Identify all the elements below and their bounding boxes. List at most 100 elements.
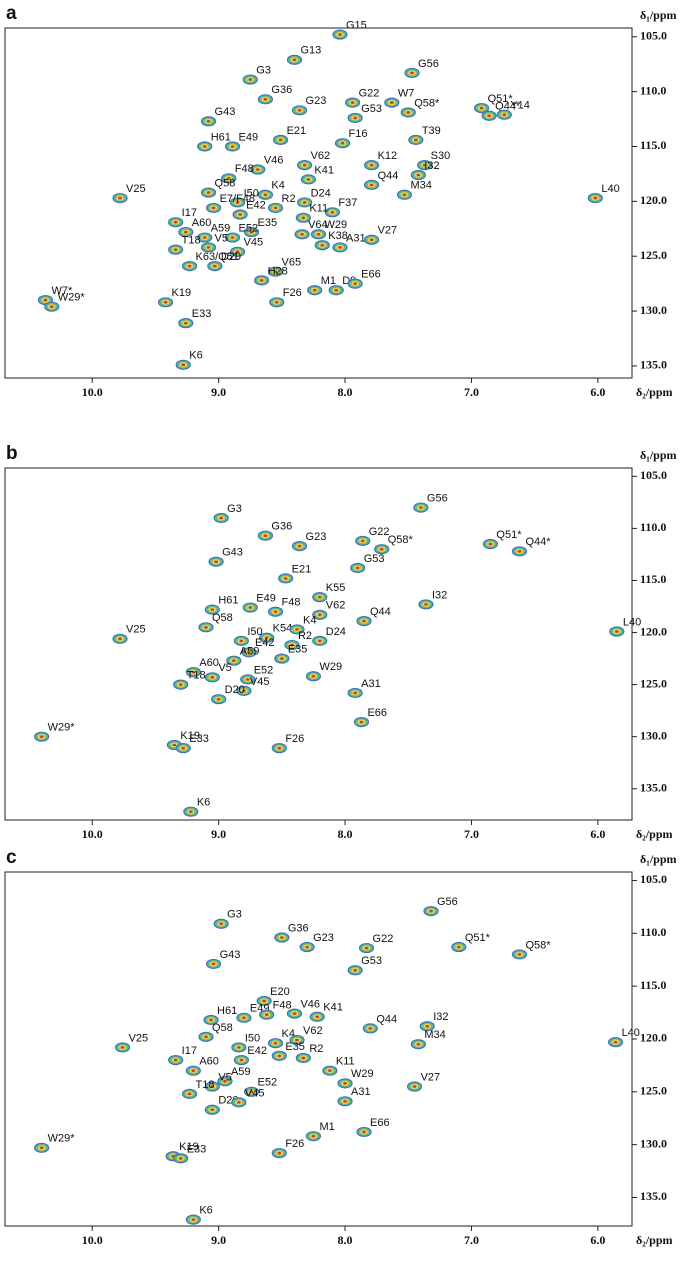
peak-label: Q58 xyxy=(212,1022,233,1034)
peak xyxy=(410,1039,426,1050)
peak xyxy=(481,110,497,121)
peak xyxy=(204,604,220,615)
peak-label: G23 xyxy=(306,95,327,107)
peak xyxy=(294,229,310,240)
peak xyxy=(221,173,237,184)
peak-core xyxy=(277,1151,282,1155)
peak-label: V5 xyxy=(215,232,228,244)
peak-label: V25 xyxy=(129,1032,149,1044)
peak-label: T18 xyxy=(187,670,206,682)
peak xyxy=(224,141,241,152)
peak-core xyxy=(330,211,335,214)
peak-label: V46 xyxy=(264,154,284,166)
x-tick-label: 6.0 xyxy=(590,827,605,841)
peak-core xyxy=(424,603,428,606)
peak xyxy=(286,1008,303,1019)
y-tick-label: 115.0 xyxy=(640,138,666,152)
x-tick-label: 7.0 xyxy=(464,385,479,399)
y-tick-label: 130.0 xyxy=(640,728,667,742)
peak-label: M1 xyxy=(321,275,336,287)
peak xyxy=(353,717,370,728)
peak-label: S30 xyxy=(431,150,451,162)
peak xyxy=(173,1153,189,1164)
peak-label: E33 xyxy=(192,308,212,320)
peak-label: E66 xyxy=(361,269,381,281)
peak-label: I32 xyxy=(432,589,447,601)
peak xyxy=(112,633,128,644)
peak-label: G53 xyxy=(361,103,382,115)
peak-core xyxy=(302,163,307,167)
peak xyxy=(419,1021,435,1032)
peak-label: V64 xyxy=(308,219,328,231)
peak-core xyxy=(350,101,355,104)
peak-core xyxy=(295,628,299,631)
peak-label: E66 xyxy=(367,707,387,719)
peak xyxy=(328,285,344,296)
peak xyxy=(310,229,327,240)
peak xyxy=(213,512,229,524)
peak-core xyxy=(615,630,619,633)
peak xyxy=(269,297,285,308)
peak-core xyxy=(181,746,186,750)
peak xyxy=(243,226,260,238)
peak-label: W29 xyxy=(351,1068,374,1080)
peak-label: I32 xyxy=(433,1011,448,1023)
peak-label: M1 xyxy=(319,1121,334,1133)
y-tick-label: 135.0 xyxy=(640,1189,667,1203)
peak-core xyxy=(256,168,260,171)
peak-label: I50 xyxy=(247,626,262,638)
peak-label: K63/Q51 xyxy=(196,251,239,263)
peak xyxy=(408,134,424,146)
peak-core xyxy=(487,114,491,118)
x-tick-label: 10.0 xyxy=(82,827,103,841)
peak-label: V45 xyxy=(250,676,270,688)
y-tick-label: 110.0 xyxy=(640,520,666,534)
peak xyxy=(410,169,426,181)
peak-core xyxy=(301,216,306,220)
x-axis-label: δ₂/ppm xyxy=(636,827,673,841)
peak-core xyxy=(422,163,427,167)
peak-core xyxy=(49,305,54,308)
peak xyxy=(271,1050,287,1061)
peak xyxy=(324,207,341,218)
peak-core xyxy=(248,78,253,81)
peak xyxy=(256,995,272,1007)
peak-label: E52 xyxy=(254,664,274,676)
peak-core xyxy=(292,58,297,62)
peak-label: G56 xyxy=(427,492,448,504)
peak-label: E42 xyxy=(255,637,275,649)
peak xyxy=(406,1081,423,1092)
peak-core xyxy=(273,206,278,210)
peak-core xyxy=(211,206,216,210)
peak-core xyxy=(613,1040,618,1044)
peak-label: F48 xyxy=(235,163,254,175)
peak-core xyxy=(416,1042,421,1046)
peak-core xyxy=(202,145,207,148)
peak xyxy=(233,635,249,646)
peak-core xyxy=(210,1085,215,1088)
x-tick-label: 7.0 xyxy=(464,1233,479,1247)
peak xyxy=(295,1052,311,1064)
peak-label: E52 xyxy=(258,1077,278,1089)
peak xyxy=(300,174,316,185)
peak xyxy=(241,647,257,658)
y-tick-label: 115.0 xyxy=(640,978,666,992)
peak-label: K11 xyxy=(336,1056,355,1068)
peak-core xyxy=(172,743,177,747)
peak-core xyxy=(178,1157,183,1160)
peak xyxy=(257,189,274,200)
peak xyxy=(307,285,323,296)
peak xyxy=(207,260,223,272)
peak-core xyxy=(306,178,311,181)
peak-core xyxy=(213,264,217,268)
peak-core xyxy=(317,613,322,617)
peak-core xyxy=(402,193,407,197)
peak-label: V27 xyxy=(378,225,398,237)
peak xyxy=(114,1042,131,1053)
peak-label: G23 xyxy=(306,531,327,543)
peak xyxy=(217,1076,233,1087)
peak-label: Q58* xyxy=(388,534,414,546)
y-tick-label: 125.0 xyxy=(640,676,667,690)
peak-label: V62 xyxy=(311,150,331,162)
peak xyxy=(259,1009,275,1020)
